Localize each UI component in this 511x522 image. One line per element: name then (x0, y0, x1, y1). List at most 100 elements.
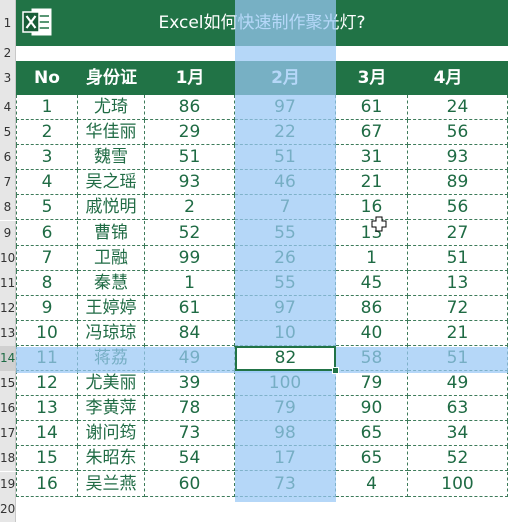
table-cell[interactable]: 86 (145, 95, 235, 120)
row-header-11[interactable]: 11 (0, 270, 16, 296)
table-cell[interactable]: 39 (145, 371, 235, 397)
table-cell[interactable]: 22 (235, 120, 336, 146)
table-cell[interactable]: 61 (145, 295, 235, 321)
table-cell[interactable]: 13 (16, 396, 78, 422)
column-header-2[interactable]: 1月 (175, 68, 205, 88)
active-cell[interactable]: 82 (235, 346, 336, 372)
row-header-5[interactable]: 5 (0, 120, 16, 146)
table-cell[interactable]: 31 (336, 145, 408, 171)
table-cell[interactable]: 26 (235, 245, 336, 271)
table-cell[interactable]: 93 (408, 145, 508, 171)
row-header-16[interactable]: 16 (0, 396, 16, 422)
table-cell[interactable]: 49 (408, 371, 508, 397)
row-header-1[interactable]: 1 (0, 0, 16, 46)
table-cell[interactable]: 100 (235, 371, 336, 397)
table-cell[interactable]: 4 (336, 471, 408, 497)
column-header-3[interactable]: 2月 (271, 68, 300, 88)
table-cell[interactable]: 8 (16, 270, 78, 296)
table-cell[interactable]: 卫融 (78, 245, 145, 271)
table-cell[interactable]: 67 (336, 120, 408, 146)
table-cell[interactable]: 56 (408, 195, 508, 221)
table-cell[interactable]: 60 (145, 471, 235, 497)
table-cell[interactable]: 58 (336, 346, 408, 371)
table-cell[interactable]: 90 (336, 396, 408, 422)
table-cell[interactable]: 34 (408, 421, 508, 447)
table-cell[interactable]: 55 (235, 270, 336, 296)
table-cell[interactable]: 7 (235, 195, 336, 221)
table-cell[interactable]: 16 (336, 195, 408, 221)
table-cell[interactable]: 1 (336, 245, 408, 271)
row-header-8[interactable]: 8 (0, 195, 16, 221)
table-cell[interactable]: 魏雪 (78, 145, 145, 171)
column-header-0[interactable]: No (34, 68, 60, 88)
table-cell[interactable]: 99 (145, 245, 235, 271)
table-cell[interactable]: 63 (408, 396, 508, 422)
table-cell[interactable]: 45 (336, 270, 408, 296)
table-cell[interactable]: 华佳丽 (78, 120, 145, 146)
row-header-3[interactable]: 3 (0, 61, 16, 95)
table-cell[interactable]: 78 (145, 396, 235, 422)
table-cell[interactable]: 蒋荔 (78, 346, 145, 371)
table-cell[interactable]: 21 (336, 170, 408, 196)
table-cell[interactable]: 1 (16, 95, 78, 120)
table-cell[interactable]: 51 (408, 346, 508, 371)
table-cell[interactable]: 51 (145, 145, 235, 171)
table-cell[interactable]: 52 (145, 220, 235, 246)
table-cell[interactable]: 15 (16, 446, 78, 472)
table-cell[interactable]: 5 (16, 195, 78, 221)
fill-handle[interactable] (332, 367, 339, 375)
table-cell[interactable]: 17 (235, 446, 336, 472)
row-header-2[interactable]: 2 (0, 46, 16, 61)
table-cell[interactable]: 97 (235, 95, 336, 120)
table-cell[interactable]: 79 (235, 396, 336, 422)
column-header-1[interactable]: 身份证 (86, 68, 137, 88)
table-cell[interactable]: 100 (408, 471, 508, 497)
table-cell[interactable]: 21 (408, 320, 508, 346)
row-header-15[interactable]: 15 (0, 371, 16, 397)
table-cell[interactable]: 27 (408, 220, 508, 246)
table-cell[interactable]: 89 (408, 170, 508, 196)
table-cell[interactable]: 谢问筠 (78, 421, 145, 447)
row-header-20[interactable]: 20 (0, 496, 16, 522)
table-cell[interactable]: 12 (16, 371, 78, 397)
table-cell[interactable]: 86 (336, 295, 408, 321)
row-header-14[interactable]: 14 (0, 346, 16, 372)
row-header-19[interactable]: 19 (0, 471, 16, 497)
row-header-4[interactable]: 4 (0, 95, 16, 121)
row-header-6[interactable]: 6 (0, 145, 16, 171)
table-cell[interactable]: 4 (16, 170, 78, 196)
table-cell[interactable]: 朱昭东 (78, 446, 145, 472)
table-cell[interactable]: 65 (336, 421, 408, 447)
table-cell[interactable]: 49 (145, 346, 235, 371)
table-cell[interactable]: 10 (16, 320, 78, 346)
table-cell[interactable]: 王婷婷 (78, 295, 145, 321)
table-cell[interactable]: 李黄萍 (78, 396, 145, 422)
table-cell[interactable]: 72 (408, 295, 508, 321)
table-cell[interactable]: 7 (16, 245, 78, 271)
table-cell[interactable]: 吴兰燕 (78, 471, 145, 497)
table-cell[interactable]: 73 (235, 471, 336, 497)
table-cell[interactable]: 6 (16, 220, 78, 246)
column-header-5[interactable]: 4月 (433, 68, 463, 88)
table-cell[interactable]: 戚悦明 (78, 195, 145, 221)
table-cell[interactable]: 46 (235, 170, 336, 196)
table-cell[interactable]: 73 (145, 421, 235, 447)
row-header-7[interactable]: 7 (0, 170, 16, 196)
table-cell[interactable]: 11 (16, 346, 78, 371)
table-cell[interactable]: 1 (145, 270, 235, 296)
table-cell[interactable]: 84 (145, 320, 235, 346)
table-cell[interactable]: 冯琼琼 (78, 320, 145, 346)
row-header-17[interactable]: 17 (0, 421, 16, 447)
row-header-13[interactable]: 13 (0, 320, 16, 346)
table-cell[interactable]: 24 (408, 95, 508, 120)
table-cell[interactable]: 曹锦 (78, 220, 145, 246)
table-cell[interactable]: 51 (408, 245, 508, 271)
table-cell[interactable]: 61 (336, 95, 408, 120)
row-header-12[interactable]: 12 (0, 295, 16, 321)
column-header-4[interactable]: 3月 (357, 68, 387, 88)
table-cell[interactable]: 吴之瑶 (78, 170, 145, 196)
table-cell[interactable]: 55 (235, 220, 336, 246)
table-cell[interactable]: 97 (235, 295, 336, 321)
table-cell[interactable]: 98 (235, 421, 336, 447)
table-cell[interactable]: 14 (16, 421, 78, 447)
